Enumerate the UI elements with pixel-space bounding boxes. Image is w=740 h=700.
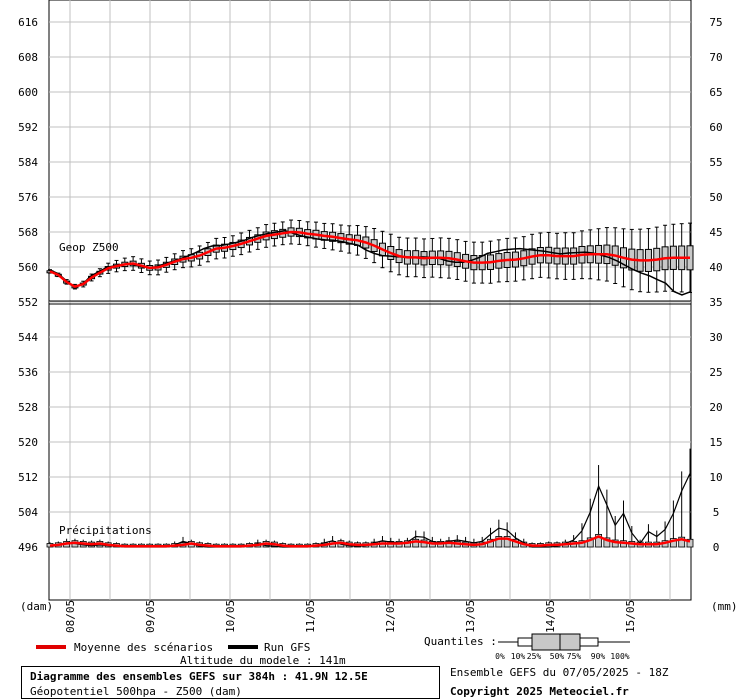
left-tick-label: 504 (18, 506, 38, 519)
precip-box (669, 538, 677, 548)
left-tick-label: 584 (18, 156, 38, 169)
x-tick-label: 10/05 (224, 600, 237, 633)
legend-run-label: Run GFS (264, 641, 311, 654)
right-tick-label: 35 (709, 296, 722, 309)
precip-box (595, 534, 602, 548)
left-tick-label: 544 (18, 331, 38, 344)
quantile-label: 90% (591, 652, 606, 661)
left-tick-label: 608 (18, 51, 38, 64)
precip-mean-line (49, 535, 691, 548)
quantile-label: 0% (495, 652, 505, 661)
precip-box (686, 538, 694, 548)
quantile-label: 100% (610, 652, 629, 661)
left-tick-label: 560 (18, 261, 38, 274)
left-tick-label: 512 (18, 471, 38, 484)
precip-box (586, 537, 594, 548)
x-axis-ticks: 08/05 09/05 10/05 11/05 12/05 13/05 14/05 15/05 (64, 600, 637, 633)
right-tick-label: 40 (709, 261, 722, 274)
right-tick-label: 15 (709, 436, 722, 449)
legend-mean-label: Moyenne des scénarios (74, 641, 214, 654)
plot-area (48, 0, 692, 601)
left-tick-label: 600 (18, 86, 38, 99)
quantile-label: 25% (527, 652, 542, 661)
right-axis-ticks: 0 5 10 15 20 25 30 35 40 45 50 55 60 65 70 75 (709, 16, 722, 554)
quantile-outer-box (517, 637, 533, 647)
ensemble-run-text: Ensemble GEFS du 07/05/2025 - 18Z (450, 666, 669, 679)
left-tick-label: 520 (18, 436, 38, 449)
dam-unit-label: (dam) (20, 600, 53, 613)
x-tick-label: 13/05 (464, 600, 477, 633)
right-tick-label: 65 (709, 86, 722, 99)
left-tick-label: 576 (18, 191, 38, 204)
x-tick-label: 12/05 (384, 600, 397, 633)
right-tick-label: 45 (709, 226, 722, 239)
chart-grid (48, 0, 692, 601)
x-tick-label: 15/05 (624, 600, 637, 633)
x-tick-label: 08/05 (64, 600, 77, 633)
left-tick-label: 592 (18, 121, 38, 134)
quantile-label: 50% (550, 652, 565, 661)
right-tick-label: 20 (709, 401, 722, 414)
quantile-inner-box (531, 633, 581, 651)
quantile-outer-box (579, 637, 599, 647)
left-tick-label: 528 (18, 401, 38, 414)
quantiles-label: Quantiles : (424, 635, 497, 648)
left-axis-ticks: 616 608 600 592 584 576 568 560 552 544 536 528 520 5… (18, 16, 38, 554)
x-tick-label: 09/05 (144, 600, 157, 633)
info-title: Diagramme des ensembles GEFS sur 384h : … (30, 670, 368, 683)
left-tick-label: 496 (18, 541, 38, 554)
right-tick-label: 75 (709, 16, 722, 29)
right-tick-label: 5 (713, 506, 720, 519)
x-tick-label: 11/05 (304, 600, 317, 633)
quantile-label: 75% (567, 652, 582, 661)
info-subtitle: Géopotentiel 500hpa - Z500 (dam) (30, 685, 242, 698)
left-tick-label: 552 (18, 296, 38, 309)
mm-unit-label: (mm) (711, 600, 738, 613)
series-lines (49, 229, 691, 548)
precip-box (503, 536, 511, 548)
x-tick-label: 14/05 (544, 600, 557, 633)
z500-mean-line (49, 230, 690, 289)
info-box: Diagramme des ensembles GEFS sur 384h : … (21, 666, 440, 699)
precip-label: Précipitations (59, 524, 152, 537)
right-tick-label: 30 (709, 331, 722, 344)
copyright-text: Copyright 2025 Meteociel.fr (450, 685, 629, 698)
precip-box (603, 537, 611, 548)
precip-box (678, 536, 686, 548)
quantiles-key: 0% 10% 25% 50% 75% 90% 100% (495, 633, 630, 661)
right-tick-label: 60 (709, 121, 722, 134)
right-tick-label: 55 (709, 156, 722, 169)
right-tick-label: 25 (709, 366, 722, 379)
right-tick-label: 10 (709, 471, 722, 484)
left-tick-label: 536 (18, 366, 38, 379)
left-tick-label: 616 (18, 16, 38, 29)
altitude-text: Altitude du modele : 141m (180, 654, 346, 667)
precip-box (495, 536, 503, 548)
left-tick-label: 568 (18, 226, 38, 239)
right-tick-label: 50 (709, 191, 722, 204)
geop-label: Geop Z500 (59, 241, 119, 254)
right-tick-label: 0 (713, 541, 720, 554)
quantile-label: 10% (511, 652, 526, 661)
right-tick-label: 70 (709, 51, 722, 64)
